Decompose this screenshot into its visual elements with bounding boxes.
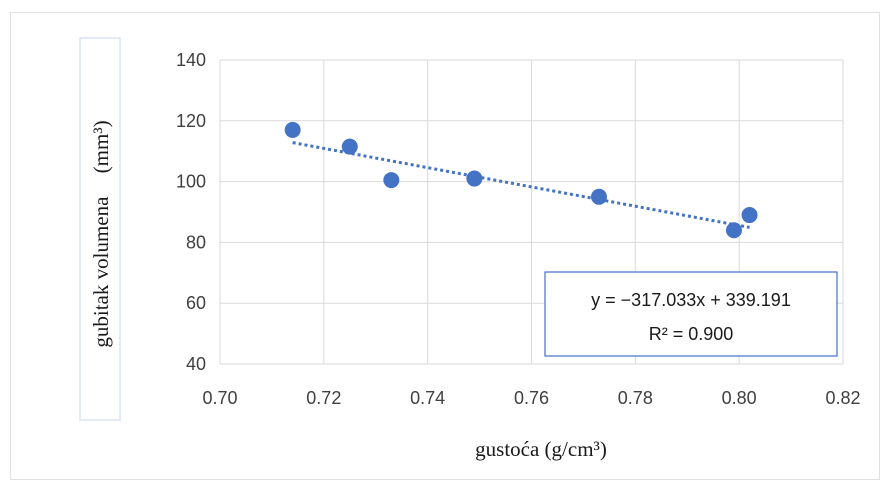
data-point	[284, 121, 301, 138]
equation-box	[544, 271, 838, 357]
trendline	[292, 141, 750, 229]
data-point	[383, 172, 400, 189]
data-point	[466, 170, 483, 187]
data-point	[741, 207, 758, 224]
y-tick-labels: 40 60 80 100 120 140	[176, 50, 206, 374]
trendline-group	[292, 141, 750, 229]
x-tick-label: 0.74	[410, 388, 445, 408]
x-tick-label: 0.82	[825, 388, 860, 408]
y-tick-label: 80	[186, 232, 206, 252]
x-tick-label: 0.70	[202, 388, 237, 408]
x-tick-labels: 0.70 0.72 0.74 0.76 0.78 0.80 0.82	[202, 388, 860, 408]
x-axis-title: gustoća (g/cm³)	[475, 437, 607, 461]
y-tick-label: 60	[186, 293, 206, 313]
x-tick-label: 0.78	[618, 388, 653, 408]
x-tick-label: 0.80	[722, 388, 757, 408]
y-tick-label: 120	[176, 111, 206, 131]
y-axis-title: gubitak volumena (mm³)	[89, 120, 113, 347]
trendline-equation: y = −317.033x + 339.191	[591, 290, 791, 310]
y-tick-label: 40	[186, 354, 206, 374]
x-tick-label: 0.72	[306, 388, 341, 408]
data-point	[725, 222, 742, 239]
y-axis-title-label: gubitak volumena	[89, 196, 113, 348]
r-squared-label: R² = 0.900	[649, 324, 734, 344]
chart-frame	[10, 12, 880, 480]
data-point	[341, 138, 358, 155]
y-tick-label: 100	[176, 172, 206, 192]
x-tick-label: 0.76	[514, 388, 549, 408]
y-axis-title-box	[79, 37, 121, 421]
y-axis-title-unit: (mm³)	[89, 120, 113, 173]
y-tick-label: 140	[176, 50, 206, 70]
data-point	[590, 188, 607, 205]
data-points	[284, 121, 758, 239]
